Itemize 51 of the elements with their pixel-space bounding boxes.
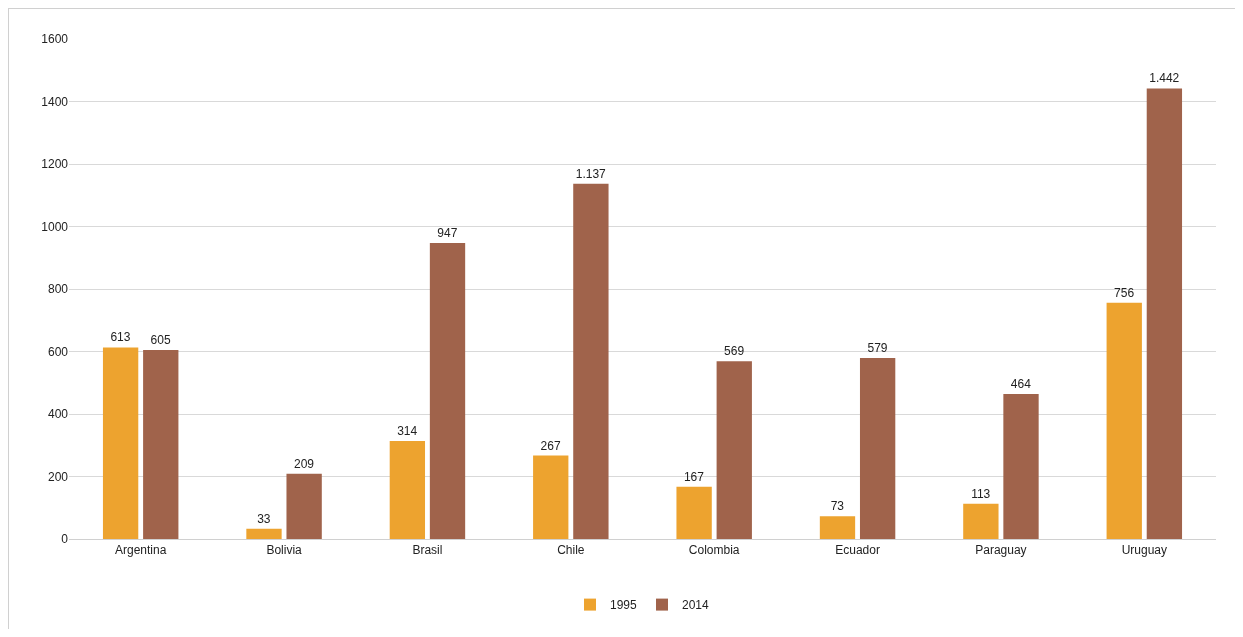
- y-tick-label: 200: [47, 469, 69, 484]
- data-label: 605: [150, 332, 171, 347]
- legend-label: 1995: [610, 598, 638, 613]
- y-tick-label: 800: [47, 282, 69, 297]
- x-tick-label: Paraguay: [975, 543, 1027, 558]
- data-label: 33: [257, 511, 271, 526]
- data-label: 209: [293, 456, 315, 471]
- bar: [286, 473, 322, 539]
- data-label: 73: [830, 499, 845, 514]
- data-label: 113: [971, 486, 991, 501]
- bar: [429, 243, 466, 539]
- y-tick-label: 1600: [41, 32, 69, 47]
- bar: [963, 503, 999, 539]
- y-tick-label: 1200: [41, 157, 69, 172]
- y-tick-label: 0: [61, 532, 69, 547]
- y-tick-label: 400: [47, 407, 69, 422]
- y-tick-label: 600: [47, 344, 69, 359]
- data-label: 756: [1114, 285, 1135, 300]
- bar: [573, 183, 609, 539]
- data-label: 613: [110, 330, 131, 345]
- y-tick-label: 1400: [41, 94, 69, 109]
- x-tick-label: Chile: [557, 543, 585, 558]
- legend-label: 2014: [682, 598, 710, 613]
- x-tick-label: Colombia: [688, 543, 740, 558]
- x-tick-label: Uruguay: [1121, 543, 1167, 558]
- bar: [1146, 88, 1183, 539]
- data-label: 167: [683, 469, 705, 484]
- bar: [533, 455, 569, 539]
- data-label: 1.137: [575, 166, 607, 181]
- x-tick-label: Argentina: [115, 543, 167, 558]
- bar: [389, 440, 426, 539]
- data-label: 464: [1010, 377, 1032, 391]
- data-label: 267: [540, 438, 561, 453]
- x-tick-label: Brasil: [412, 543, 443, 558]
- data-label: 314: [397, 423, 418, 438]
- bar: [716, 361, 752, 539]
- bar: [246, 528, 282, 539]
- bar: [676, 486, 712, 539]
- bar: [1106, 302, 1142, 539]
- data-label: 569: [724, 344, 745, 359]
- bar: [102, 347, 139, 539]
- bar: [859, 358, 896, 539]
- bar: [143, 349, 179, 539]
- x-tick-label: Ecuador: [835, 543, 880, 558]
- y-tick-label: 1000: [41, 219, 69, 234]
- data-label: 579: [867, 341, 888, 356]
- x-tick-label: Bolivia: [266, 543, 303, 558]
- bar: [1003, 394, 1039, 539]
- data-label: 947: [437, 226, 458, 241]
- bar: [819, 516, 856, 539]
- data-label: 1.442: [1149, 71, 1180, 86]
